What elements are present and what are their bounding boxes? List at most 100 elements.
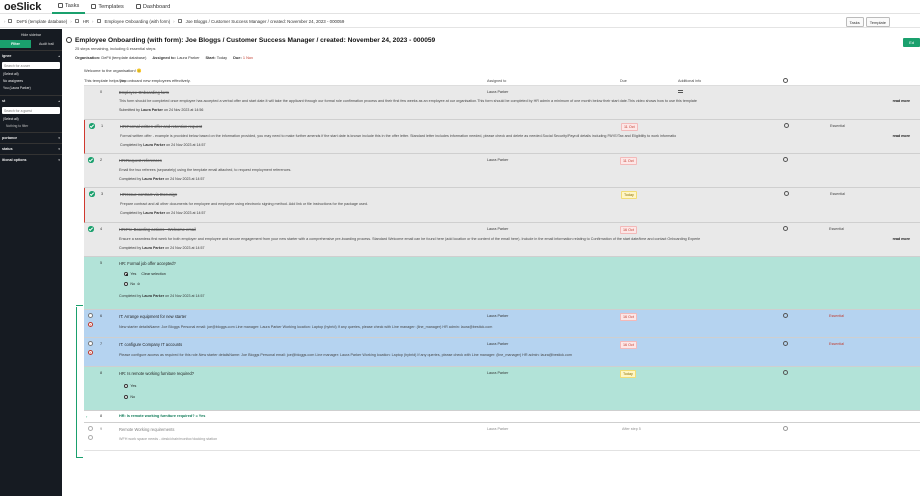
breadcrumb-template[interactable]: Employee Onboarding (with form) <box>104 18 171 24</box>
step-description: Email the two referees (separately) usin… <box>119 168 292 172</box>
step-title[interactable]: HR:Pre-Boarding actions - Welcome email <box>119 227 196 232</box>
assignee-option[interactable]: (Select all) <box>3 71 19 76</box>
table-row[interactable]: 3 HR:Issue contract via Docusign Today E… <box>84 188 920 223</box>
step-due[interactable]: After step 5 <box>622 426 641 431</box>
radio-yes-option[interactable]: Yes Clear selection <box>124 272 166 277</box>
step-title[interactable]: HR: Is remote working furniture required… <box>119 371 195 376</box>
table-row[interactable]: 5 HR: Formal job offer accepted? Yes Cle… <box>84 257 920 310</box>
table-row[interactable]: 9 Remote Working requirements Laura Park… <box>84 423 920 451</box>
close-icon[interactable]: × <box>88 350 93 355</box>
open-step-circle-icon[interactable] <box>88 341 93 346</box>
completed-check-icon[interactable] <box>89 191 95 197</box>
breadcrumb-org[interactable]: DeFti (template database) <box>16 18 68 24</box>
filter-assignee-header[interactable]: ignee ▴ <box>0 50 62 61</box>
step-title[interactable]: Remote Working requirements <box>119 427 175 432</box>
filter-additional-header[interactable]: itional options ▾ <box>0 154 62 165</box>
view-template-button[interactable]: Template <box>865 17 890 27</box>
step-due[interactable]: 11 Oct <box>621 123 638 131</box>
radio-button[interactable] <box>124 272 129 277</box>
table-row[interactable]: 4 HR:Pre-Boarding actions - Welcome emai… <box>84 223 920 257</box>
table-row[interactable]: × 7 IT: configure Company IT accounts La… <box>84 338 920 367</box>
clock-icon[interactable] <box>783 426 788 431</box>
edit-button[interactable]: Ed <box>903 38 920 47</box>
step-assignee[interactable]: Laura Parker <box>487 342 509 346</box>
table-row[interactable]: 8 HR: Is remote working furniture requir… <box>84 367 920 411</box>
clock-icon[interactable] <box>784 191 789 196</box>
step-due[interactable]: Today <box>620 370 636 378</box>
condition-label[interactable]: HR: Is remote working furniture required… <box>119 414 206 418</box>
open-step-circle-icon[interactable] <box>88 313 93 318</box>
meta-assigned[interactable]: Assigned to: Laura Parker <box>152 55 200 60</box>
clock-icon[interactable] <box>783 226 788 231</box>
table-row[interactable]: 0 Employee Onboarding form Laura Parker … <box>84 86 920 120</box>
hide-sidebar-button[interactable]: Hide sidebar <box>20 33 42 37</box>
filter-importance-header[interactable]: portance ▾ <box>0 132 62 143</box>
table-row[interactable]: × 6 IT: Arrange equipment for new starte… <box>84 310 920 338</box>
meta-due[interactable]: Due: 1 Nov <box>233 55 254 60</box>
column-info[interactable]: Additional info <box>678 79 702 83</box>
radio-no-option[interactable]: No <box>124 395 135 400</box>
step-assignee[interactable]: Laura Parker <box>487 90 509 94</box>
open-step-circle-icon[interactable] <box>88 426 93 431</box>
step-title[interactable]: HR:Formal written offer and retention re… <box>120 124 203 129</box>
close-icon[interactable] <box>88 435 93 440</box>
step-assignee[interactable]: Laura Parker <box>487 314 509 318</box>
step-due[interactable]: 16 Oct <box>620 226 637 234</box>
sidebar-tab-filter[interactable]: Filter <box>0 40 31 48</box>
step-title[interactable]: IT: configure Company IT accounts <box>119 342 183 347</box>
step-title[interactable]: HR:Issue contract via Docusign <box>120 192 178 197</box>
table-row[interactable]: 2 HR:Request references Laura Parker 11 … <box>84 154 920 188</box>
clear-selection-link[interactable]: Clear selection <box>141 272 166 277</box>
sidebar-tab-audit[interactable]: Audit trail <box>39 42 54 46</box>
read-more-link[interactable]: read more <box>892 237 910 241</box>
chevron-right-icon[interactable]: › <box>86 414 88 419</box>
clock-icon[interactable] <box>783 157 788 162</box>
step-assignee[interactable]: Laura Parker <box>487 227 509 231</box>
filter-status-header[interactable]: status ▾ <box>0 143 62 154</box>
step-due[interactable]: 16 Oct <box>620 341 637 349</box>
radio-button[interactable] <box>124 384 129 389</box>
column-due[interactable]: Due <box>620 79 627 83</box>
completed-check-icon[interactable] <box>89 123 95 129</box>
assignee-option[interactable]: You (Laura Parker) <box>3 85 31 90</box>
tab-templates[interactable]: Templates <box>85 0 130 14</box>
filter-guest-header[interactable]: st ▴ <box>0 95 62 106</box>
step-title[interactable]: Employee Onboarding form <box>119 90 170 95</box>
step-due[interactable]: 11 Oct <box>620 157 637 165</box>
notes-icon[interactable] <box>678 90 683 93</box>
breadcrumb-folder[interactable]: HR <box>82 18 90 24</box>
step-title[interactable]: HR: Formal job offer accepted? <box>119 261 176 266</box>
view-tasks-button[interactable]: Tasks <box>845 17 864 27</box>
clock-icon[interactable] <box>783 341 788 346</box>
completed-check-icon[interactable] <box>88 157 94 163</box>
assignee-option[interactable]: No assignees <box>3 78 23 83</box>
meta-start[interactable]: Start: Today <box>205 55 228 60</box>
table-row[interactable]: 1 HR:Formal written offer and retention … <box>84 120 920 154</box>
column-step[interactable]: Step <box>119 79 127 83</box>
guest-option[interactable]: (Select all) <box>3 116 19 121</box>
completed-check-icon[interactable] <box>88 226 94 232</box>
step-assignee[interactable]: Laura Parker <box>487 427 509 431</box>
close-icon[interactable]: × <box>88 322 93 327</box>
clock-icon[interactable] <box>783 370 788 375</box>
step-title[interactable]: HR:Request references <box>119 158 162 163</box>
read-more-link[interactable]: read more <box>892 99 910 103</box>
tab-dashboard[interactable]: Dashboard <box>130 0 176 14</box>
radio-button[interactable] <box>124 395 129 400</box>
radio-no-option[interactable]: No ⊘ <box>124 282 140 287</box>
step-due[interactable]: 16 Oct <box>620 313 637 321</box>
step-title[interactable]: IT: Arrange equipment for new starter <box>119 314 187 319</box>
step-assignee[interactable]: Laura Parker <box>487 371 509 375</box>
assignee-search-input[interactable]: Search for a user <box>2 62 60 69</box>
tab-tasks[interactable]: Tasks <box>52 0 86 14</box>
guest-search-input[interactable]: Search for a guest <box>2 107 60 114</box>
step-due[interactable]: Today <box>621 191 637 199</box>
column-assigned[interactable]: Assigned to <box>487 79 507 83</box>
step-assignee[interactable]: Laura Parker <box>487 158 509 162</box>
condition-row[interactable]: › 8 HR: Is remote working furniture requ… <box>84 411 920 423</box>
radio-button[interactable] <box>124 282 129 287</box>
clock-icon[interactable] <box>784 123 789 128</box>
read-more-link[interactable]: read more <box>892 134 910 138</box>
clock-icon[interactable] <box>783 313 788 318</box>
radio-yes-option[interactable]: Yes <box>124 384 136 389</box>
